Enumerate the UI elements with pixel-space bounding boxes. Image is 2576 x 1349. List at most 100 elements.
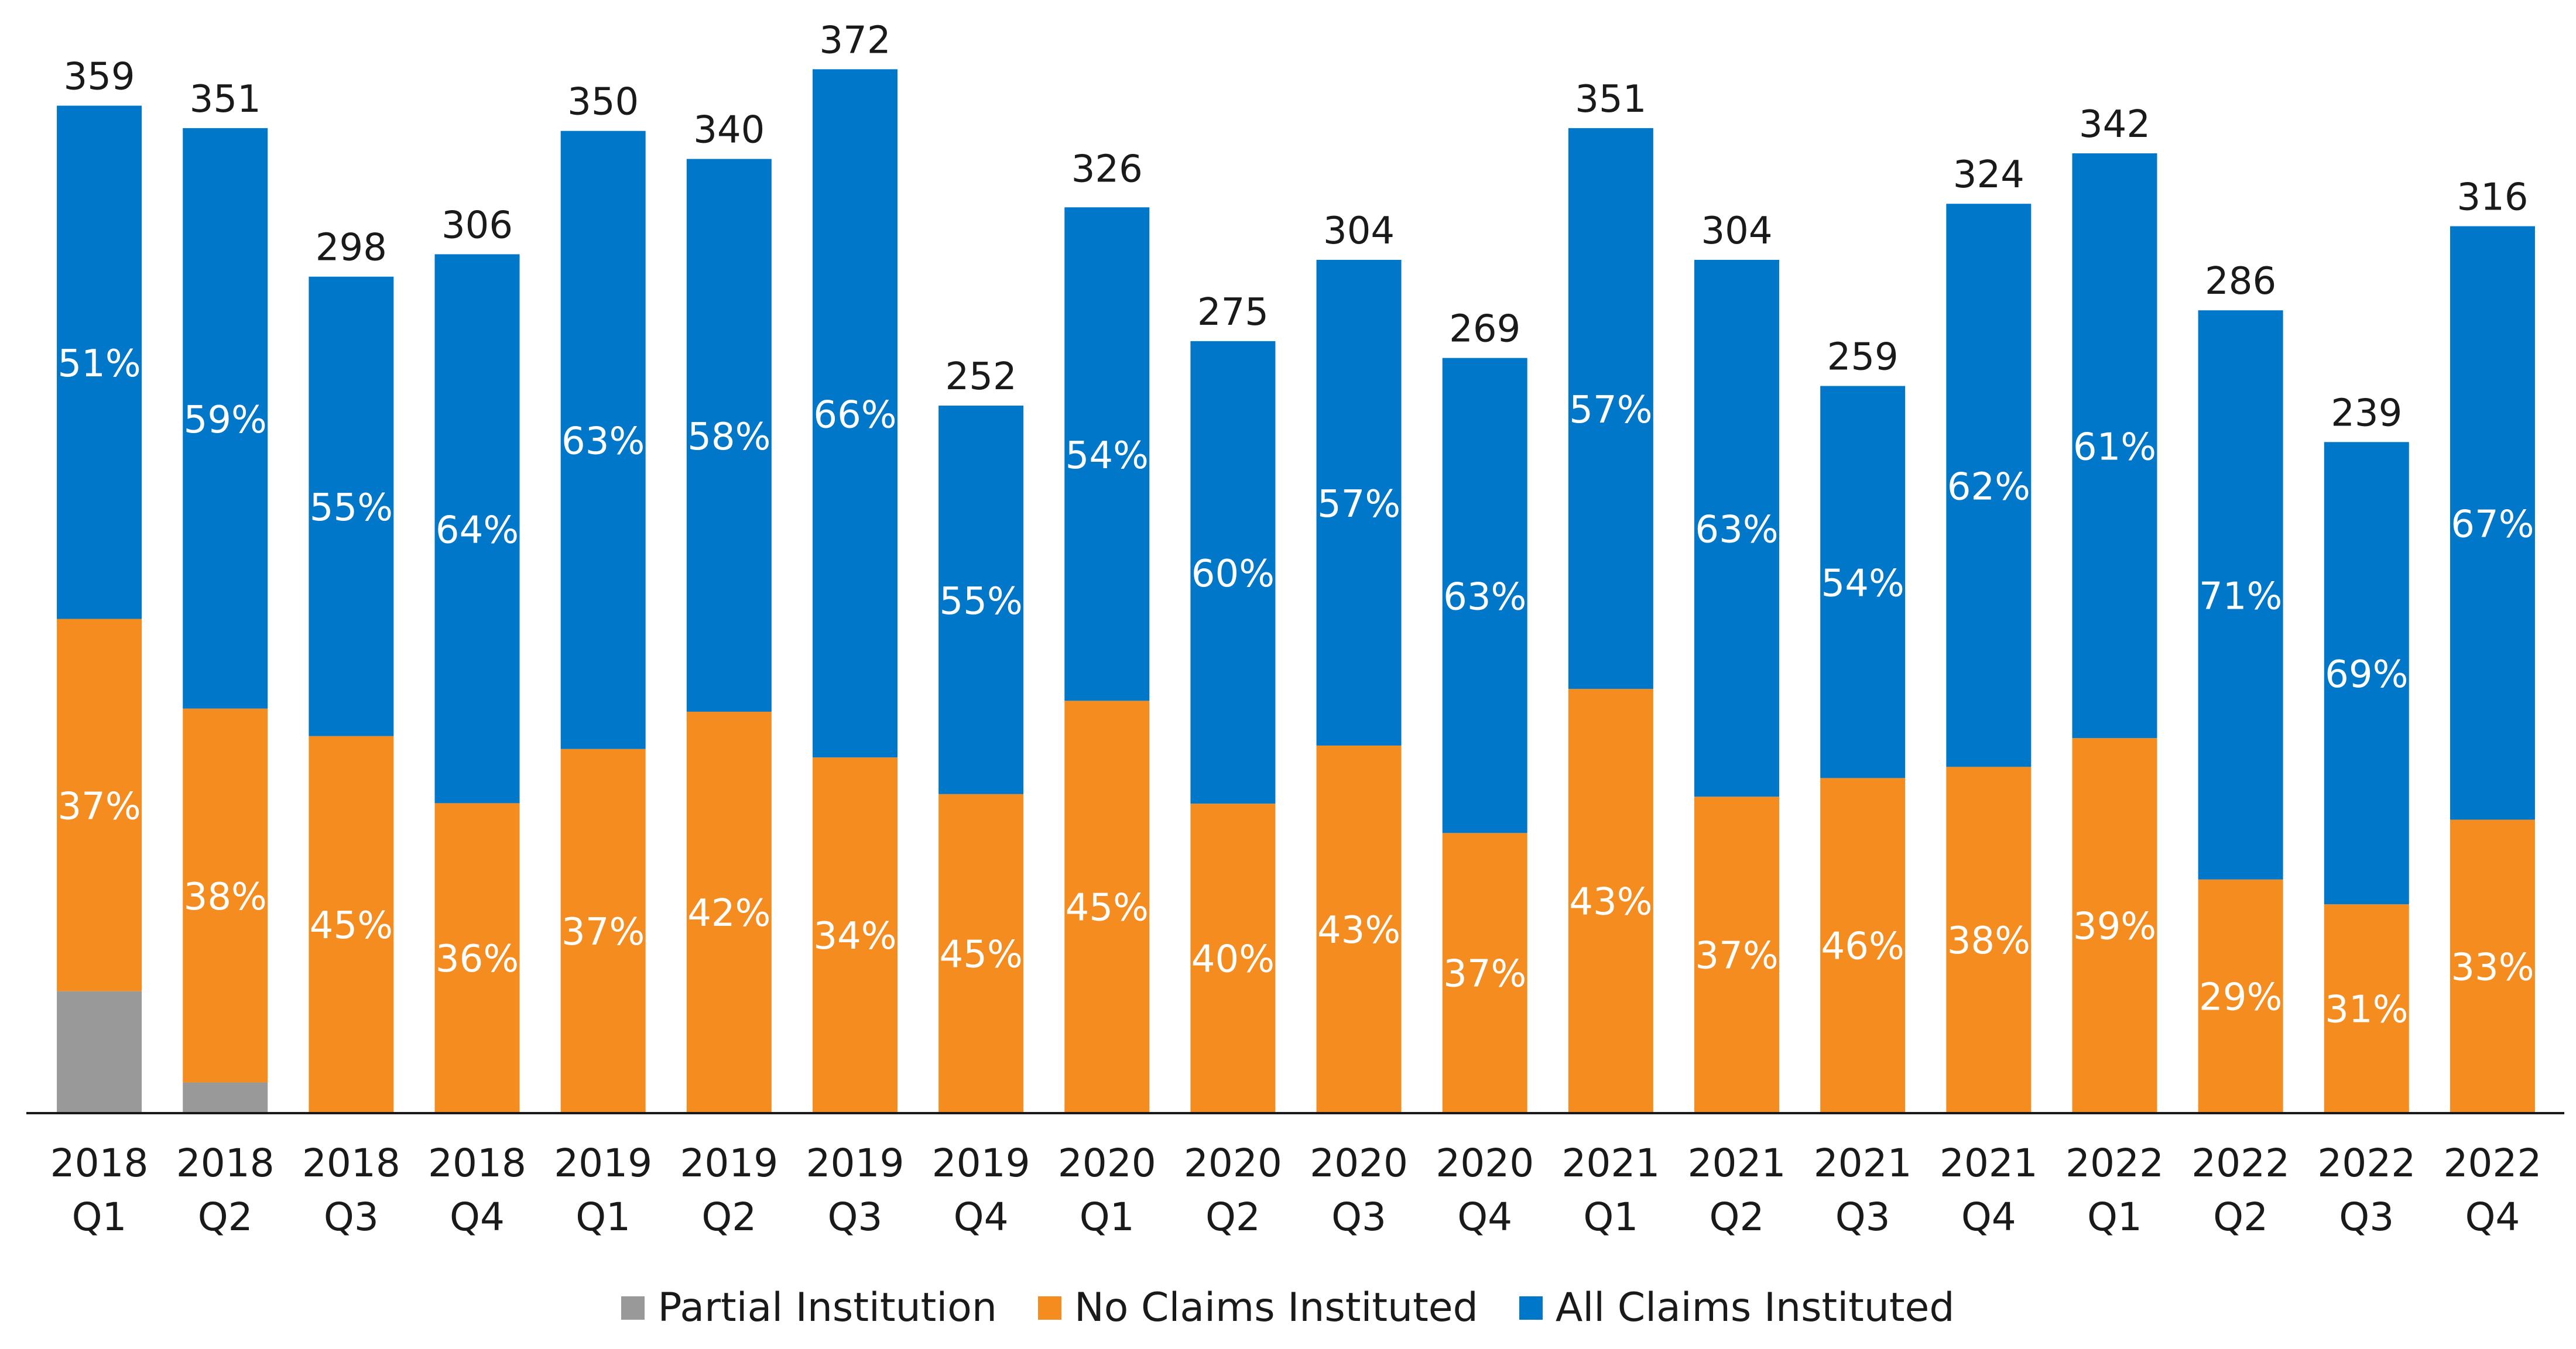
x-tick-label-year: 2018 bbox=[50, 1141, 149, 1186]
bar-total-label: 286 bbox=[2205, 260, 2276, 303]
x-tick-label-year: 2018 bbox=[302, 1141, 400, 1186]
x-tick-label-year: 2021 bbox=[1561, 1141, 1660, 1186]
segment-percent-label: 71% bbox=[2199, 575, 2282, 618]
x-tick-label-year: 2019 bbox=[932, 1141, 1030, 1186]
segment-percent-label: 51% bbox=[57, 342, 141, 386]
x-tick-label-quarter: Q4 bbox=[450, 1194, 505, 1240]
x-tick-label-quarter: Q2 bbox=[198, 1194, 253, 1240]
bar-total-label: 269 bbox=[1449, 308, 1520, 351]
segment-percent-label: 38% bbox=[184, 876, 267, 919]
legend-item-partial: Partial Institution bbox=[621, 1285, 996, 1331]
x-tick-label-year: 2019 bbox=[806, 1141, 904, 1186]
bar-total-label: 252 bbox=[946, 355, 1017, 399]
bar-total-label: 304 bbox=[1323, 210, 1395, 253]
bar-total-label: 259 bbox=[1827, 336, 1899, 379]
legend-label-partial: Partial Institution bbox=[657, 1285, 996, 1331]
segment-percent-label: 58% bbox=[687, 416, 770, 459]
bar-segment-partial bbox=[183, 1083, 268, 1112]
x-tick-label-quarter: Q3 bbox=[827, 1194, 882, 1240]
x-tick-label-year: 2020 bbox=[1310, 1141, 1408, 1186]
bar-total-label: 298 bbox=[316, 226, 387, 270]
x-tick-label-year: 2018 bbox=[176, 1141, 275, 1186]
legend-swatch-partial bbox=[621, 1296, 645, 1320]
x-tick-label-quarter: Q3 bbox=[2339, 1194, 2394, 1240]
segment-percent-label: 37% bbox=[1695, 935, 1778, 978]
x-tick-label-quarter: Q2 bbox=[1205, 1194, 1260, 1240]
segment-percent-label: 66% bbox=[813, 393, 896, 437]
segment-percent-label: 31% bbox=[2325, 988, 2408, 1032]
x-tick-label-quarter: Q2 bbox=[701, 1194, 756, 1240]
x-tick-label-year: 2018 bbox=[428, 1141, 526, 1186]
x-tick-label-year: 2022 bbox=[2317, 1141, 2416, 1186]
x-tick-label-quarter: Q1 bbox=[1080, 1194, 1135, 1240]
bar-total-label: 304 bbox=[1701, 210, 1772, 253]
segment-percent-label: 54% bbox=[1066, 434, 1149, 478]
segment-percent-label: 42% bbox=[687, 892, 770, 935]
legend-label-all-claims: All Claims Instituted bbox=[1556, 1285, 1955, 1331]
x-tick-label-year: 2019 bbox=[554, 1141, 652, 1186]
segment-percent-label: 43% bbox=[1569, 881, 1652, 924]
segment-percent-label: 37% bbox=[561, 911, 645, 954]
segment-percent-label: 57% bbox=[1569, 389, 1652, 432]
segment-percent-label: 34% bbox=[813, 915, 896, 958]
segment-percent-label: 63% bbox=[561, 420, 645, 464]
segment-percent-label: 55% bbox=[940, 580, 1023, 623]
bar-total-label: 326 bbox=[1071, 148, 1143, 191]
segment-percent-label: 29% bbox=[2199, 976, 2282, 1019]
bar-total-label: 351 bbox=[190, 78, 261, 121]
bar-total-label: 350 bbox=[567, 81, 639, 124]
segment-percent-label: 63% bbox=[1443, 575, 1526, 619]
bar-total-label: 316 bbox=[2457, 176, 2528, 219]
x-tick-label-year: 2021 bbox=[1940, 1141, 2038, 1186]
bar-total-label: 372 bbox=[819, 19, 890, 62]
x-tick-label-year: 2022 bbox=[2065, 1141, 2164, 1186]
x-tick-label-quarter: Q3 bbox=[1331, 1194, 1386, 1240]
x-tick-label-year: 2021 bbox=[1688, 1141, 1786, 1186]
segment-percent-label: 55% bbox=[310, 486, 393, 530]
x-tick-label-quarter: Q3 bbox=[324, 1194, 379, 1240]
x-tick-label-quarter: Q1 bbox=[72, 1194, 127, 1240]
legend-label-no-claims: No Claims Instituted bbox=[1074, 1285, 1478, 1331]
x-tick-label-year: 2019 bbox=[680, 1141, 778, 1186]
x-tick-label-quarter: Q2 bbox=[1710, 1194, 1765, 1240]
segment-percent-label: 39% bbox=[2073, 905, 2156, 949]
bar-total-label: 324 bbox=[1953, 153, 2025, 197]
x-tick-label-year: 2020 bbox=[1436, 1141, 1534, 1186]
segment-percent-label: 36% bbox=[436, 938, 519, 981]
x-tick-label-quarter: Q2 bbox=[2213, 1194, 2268, 1240]
segment-percent-label: 46% bbox=[1821, 925, 1904, 969]
x-tick-label-quarter: Q4 bbox=[1961, 1194, 2016, 1240]
segment-percent-label: 45% bbox=[1066, 887, 1149, 930]
legend-item-no-claims: No Claims Instituted bbox=[1038, 1285, 1478, 1331]
x-tick-label-year: 2022 bbox=[2191, 1141, 2290, 1186]
x-tick-label-quarter: Q4 bbox=[2465, 1194, 2520, 1240]
segment-percent-label: 54% bbox=[1821, 562, 1904, 605]
total-label-group: 3593512983063503403722523262753042693513… bbox=[63, 19, 2528, 435]
legend-swatch-no-claims bbox=[1038, 1296, 1061, 1320]
x-tick-label-quarter: Q4 bbox=[1457, 1194, 1512, 1240]
bar-total-label: 342 bbox=[2079, 103, 2150, 146]
segment-percent-label: 38% bbox=[1947, 919, 2030, 963]
legend: Partial Institution No Claims Instituted… bbox=[0, 1285, 2576, 1331]
segment-percent-label: 69% bbox=[2325, 653, 2408, 696]
x-tick-label-year: 2022 bbox=[2443, 1141, 2541, 1186]
x-tick-label-year: 2020 bbox=[1184, 1141, 1282, 1186]
segment-percent-label: 37% bbox=[57, 785, 141, 829]
segment-percent-label: 61% bbox=[2073, 426, 2156, 469]
segment-percent-label: 59% bbox=[184, 399, 267, 442]
segment-percent-label: 64% bbox=[436, 509, 519, 552]
bar-total-label: 351 bbox=[1575, 78, 1646, 121]
segment-percent-label: 40% bbox=[1191, 938, 1275, 981]
segment-percent-label: 45% bbox=[310, 904, 393, 948]
segment-percent-label: 43% bbox=[1317, 909, 1400, 952]
bar-total-label: 306 bbox=[441, 204, 513, 247]
x-tick-label-quarter: Q3 bbox=[1835, 1194, 1890, 1240]
bar-total-label: 275 bbox=[1197, 291, 1269, 334]
bar-segment-partial bbox=[57, 991, 142, 1112]
segment-percent-label: 45% bbox=[940, 933, 1023, 976]
x-tick-label-quarter: Q1 bbox=[576, 1194, 631, 1240]
x-tick-label-quarter: Q4 bbox=[954, 1194, 1009, 1240]
legend-item-all-claims: All Claims Instituted bbox=[1519, 1285, 1955, 1331]
segment-percent-label: 60% bbox=[1191, 552, 1275, 596]
bar-total-label: 340 bbox=[693, 109, 765, 152]
